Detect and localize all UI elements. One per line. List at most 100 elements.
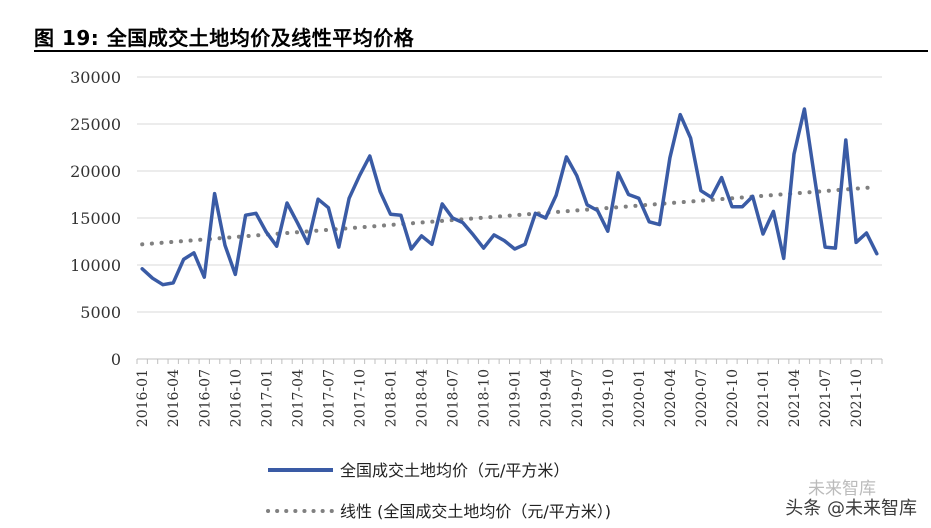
data-point [524,243,526,246]
data-point [513,248,516,250]
data-point [317,198,319,200]
x-tick-label: 2019-07 [570,369,586,427]
y-tick-label: 10000 [70,256,121,275]
price-line [140,107,879,287]
legend-label-trend: 线性 (全国成交土地均价（元/平方米）) [340,502,611,521]
legend-label-price: 全国成交土地均价（元/平方米） [340,461,569,480]
x-axis-ticks: 2016-01 2016-04 2016-07 2016-10 2017-01 2017-… [135,359,883,427]
data-point [762,233,764,235]
data-point [451,217,454,219]
data-point [782,257,785,260]
x-tick-label: 2021-07 [818,369,834,427]
y-tick-label: 20000 [70,162,121,181]
x-tick-label: 2017-10 [352,369,368,427]
data-point [493,234,495,236]
trend-line [140,184,879,247]
data-point [844,139,847,141]
data-point [648,220,650,223]
legend-item-price: 全国成交土地均价（元/平方米） [268,461,569,480]
data-point [482,247,485,249]
data-point [306,242,309,245]
data-point [462,221,464,224]
x-tick-label: 2020-04 [663,369,679,427]
data-point [669,157,671,159]
x-tick-label: 2021-10 [849,369,865,427]
data-point [182,258,185,261]
data-point [151,277,154,279]
data-point [420,235,423,237]
x-tick-label: 2018-01 [384,369,400,427]
data-point [834,247,837,249]
data-point [255,212,257,215]
data-point [296,221,299,224]
watermark-top: 未来智库 [808,479,876,499]
data-point [596,209,599,212]
data-point [162,283,164,286]
data-point [203,276,206,279]
x-tick-label: 2016-01 [135,369,151,427]
figure-title: 图 19: 全国成交土地均价及线性平均价格 [34,26,415,50]
data-point [348,197,350,200]
data-point [741,205,744,208]
data-point [213,192,216,195]
title-rule [34,50,928,52]
trend-series [140,184,879,247]
data-point [327,206,330,209]
data-point [379,190,381,193]
data-point [606,230,609,232]
legend: 全国成交土地均价（元/平方米） 线性 (全国成交土地均价（元/平方米）) [266,461,611,521]
x-tick-label: 2019-10 [601,369,617,427]
x-tick-label: 2016-07 [197,369,213,427]
data-point [172,282,175,284]
data-point [534,212,537,215]
data-point [876,252,878,255]
data-point [410,248,413,250]
data-point [865,232,868,234]
y-tick-label: 25000 [70,115,121,134]
data-point [431,243,433,246]
data-point [337,246,340,248]
y-tick-label: 30000 [70,68,121,87]
x-tick-label: 2021-04 [787,369,803,427]
data-point [679,113,682,116]
data-point [813,177,816,180]
x-tick-label: 2020-10 [725,369,741,427]
data-point [772,210,775,213]
x-tick-label: 2016-10 [228,369,244,427]
data-point [700,189,702,192]
x-tick-label: 2017-07 [321,369,337,427]
watermark: 头条 @未来智库 [785,498,917,519]
data-point [400,214,402,216]
data-point [638,197,640,200]
data-point [358,174,361,177]
data-point [586,204,588,206]
data-point [472,234,475,236]
data-point [555,194,557,197]
data-point [720,176,723,179]
data-point [627,193,630,196]
data-point [441,203,444,205]
data-point [286,202,288,204]
data-point [544,217,547,219]
data-point [369,155,371,157]
x-tick-label: 2018-10 [477,369,493,427]
data-point [224,244,226,247]
y-axis-ticks: 0 5000 10000 15000 20000 25000 30000 [70,68,121,369]
data-point [389,213,392,216]
y-tick-label: 15000 [70,209,121,228]
data-point [193,251,195,254]
data-point [575,174,578,177]
data-point [265,231,268,233]
x-tick-label: 2016-04 [166,369,182,427]
y-tick-label: 5000 [80,303,121,322]
data-point [803,108,806,110]
data-point [565,156,568,158]
data-point [855,241,857,244]
x-tick-label: 2021-01 [756,369,772,427]
x-tick-label: 2018-04 [415,369,431,427]
y-tick-label: 0 [111,350,121,369]
data-point [824,246,826,248]
data-point [710,196,713,199]
x-tick-label: 2019-01 [508,369,524,427]
